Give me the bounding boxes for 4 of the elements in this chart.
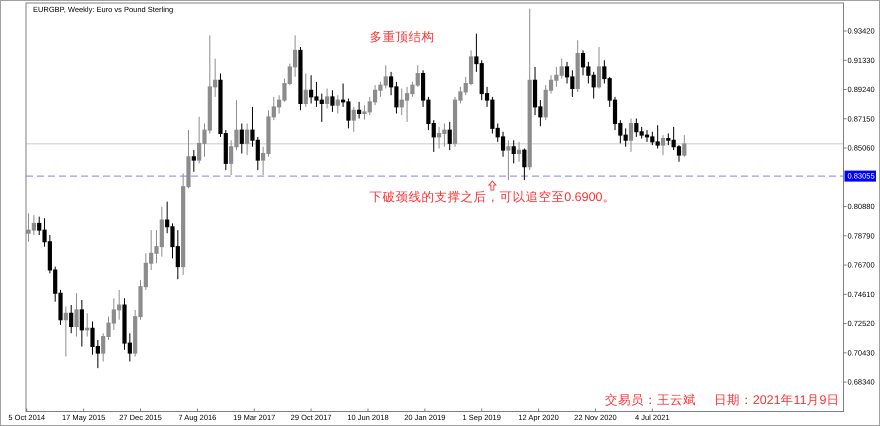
annotation: 交易员：王云斌 (604, 393, 696, 407)
annotation: 下破颈线的支撑之后，可以追空至0.6900。 (369, 190, 616, 204)
annotation: 日期：2021年11月9日 (714, 393, 840, 407)
annotation: 多重顶结构 (370, 30, 434, 44)
